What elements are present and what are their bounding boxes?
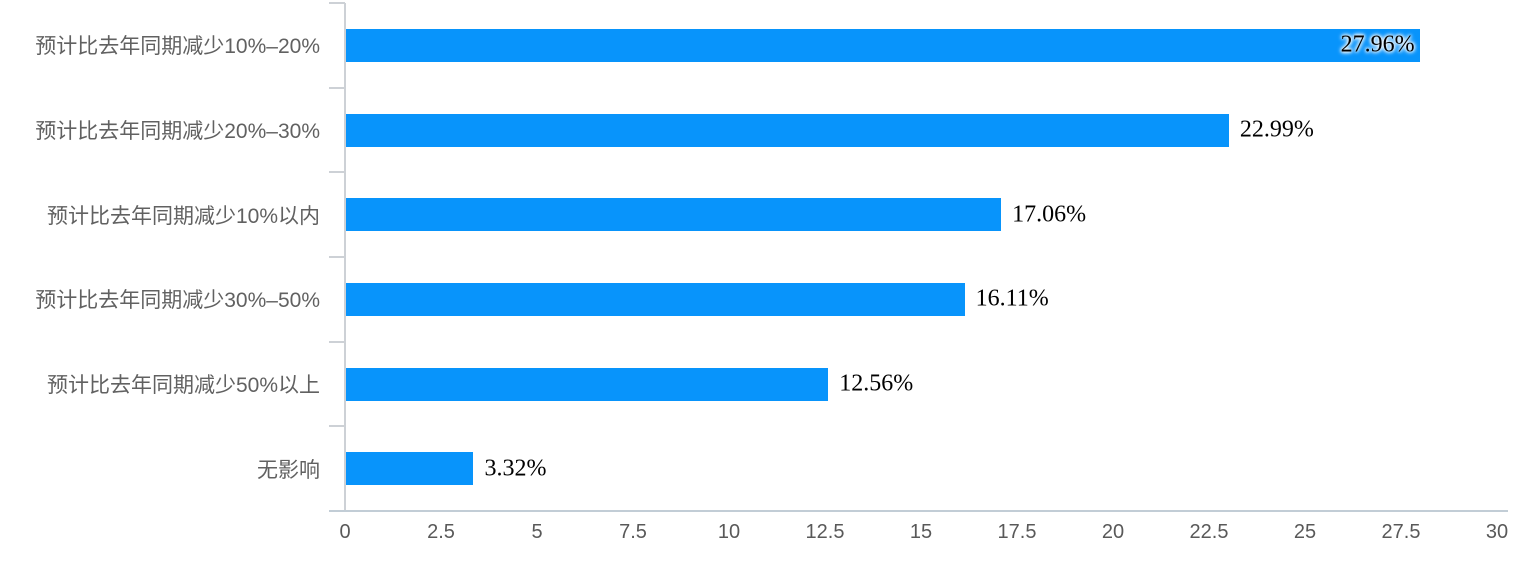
x-tick-label: 27.5 (1381, 521, 1421, 543)
value-label: 16.11% (975, 285, 1049, 312)
y-axis-tick-mark (329, 340, 345, 343)
x-tick-label: 17.5 (997, 521, 1037, 543)
bar (346, 113, 1229, 147)
value-label: 17.06% (1012, 201, 1087, 228)
x-tick-label: 7.5 (619, 521, 647, 543)
value-label: 27.96% (1340, 31, 1415, 58)
x-tick-label: 15 (909, 521, 933, 543)
category-label: 无影响 (257, 458, 320, 482)
y-axis-tick-mark (329, 171, 345, 174)
category-label: 预计比去年同期减少30%–50% (35, 289, 320, 313)
value-label: 3.32% (484, 455, 547, 482)
y-axis-tick-mark (329, 2, 345, 4)
y-axis-tick-mark (329, 86, 345, 89)
category-label: 预计比去年同期减少10%以内 (46, 204, 320, 228)
bar (346, 282, 965, 316)
x-tick-label: 20 (1101, 521, 1125, 543)
x-axis-line (329, 510, 1508, 512)
bar (346, 367, 829, 401)
x-tick-label: 10 (717, 521, 741, 543)
category-label: 预计比去年同期减少20%–30% (35, 119, 320, 143)
x-tick-label: 12.5 (805, 521, 845, 543)
x-tick-label: 30 (1485, 521, 1509, 543)
y-axis-tick-mark (329, 256, 345, 258)
x-tick-label: 0 (339, 521, 351, 543)
category-label: 预计比去年同期减少50%以上 (46, 373, 320, 397)
y-axis-line (344, 3, 346, 511)
x-tick-label: 2.5 (427, 521, 455, 543)
value-label: 22.99% (1239, 116, 1314, 143)
value-label: 12.56% (839, 370, 914, 397)
x-tick-label: 22.5 (1189, 521, 1229, 543)
bar (346, 198, 1002, 232)
x-tick-label: 5 (531, 521, 543, 543)
y-axis-tick-mark (329, 425, 345, 428)
x-tick-label: 25 (1293, 521, 1317, 543)
bar (346, 452, 474, 486)
bar (346, 28, 1420, 62)
category-label: 预计比去年同期减少10%–20% (35, 35, 320, 59)
